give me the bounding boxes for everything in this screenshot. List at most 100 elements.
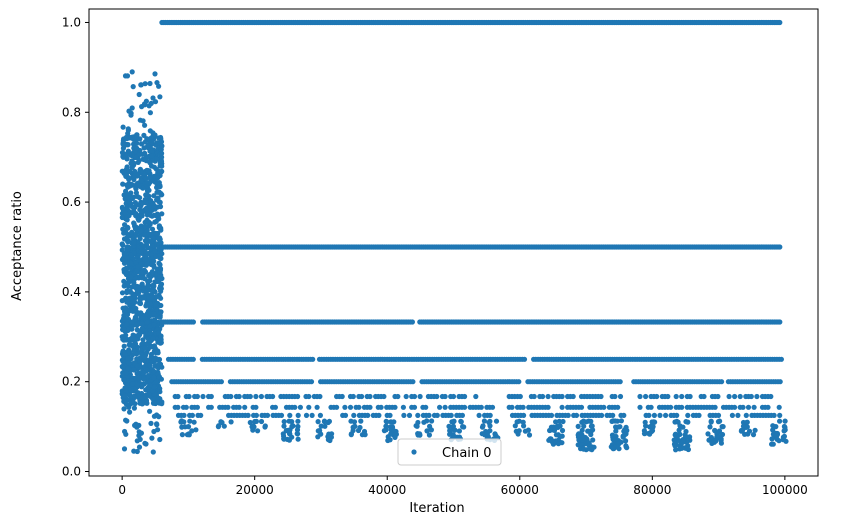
data-point [717, 418, 723, 424]
data-point [148, 351, 155, 357]
data-point [119, 214, 125, 221]
data-point [581, 446, 587, 452]
data-point [125, 224, 131, 230]
data-point [129, 284, 135, 290]
data-point [732, 404, 738, 410]
data-point [129, 381, 136, 387]
data-point [142, 139, 148, 145]
data-point [147, 344, 154, 350]
data-point [150, 396, 156, 402]
data-point [777, 319, 783, 325]
data-point [156, 414, 162, 420]
data-point [158, 158, 165, 164]
data-point [128, 274, 134, 280]
data-point [132, 394, 138, 400]
data-point [133, 321, 139, 328]
data-point [358, 418, 364, 424]
data-point [651, 412, 658, 418]
data-point [770, 427, 776, 433]
data-point [126, 168, 132, 174]
data-point [151, 343, 157, 349]
data-point [615, 424, 622, 430]
data-point [154, 213, 160, 219]
data-point [121, 283, 127, 289]
data-point [590, 437, 596, 443]
data-point [144, 319, 150, 325]
data-point [143, 441, 149, 447]
data-point [194, 404, 200, 410]
data-point [334, 404, 340, 410]
data-point [447, 431, 453, 437]
data-point [218, 379, 224, 385]
data-point [610, 446, 616, 452]
data-point [147, 382, 153, 388]
data-point [715, 412, 722, 418]
data-point [142, 81, 148, 87]
data-point [119, 257, 126, 263]
data-point [247, 419, 253, 426]
data-point [120, 124, 126, 130]
data-point [516, 379, 522, 385]
data-point [157, 314, 163, 320]
data-point [189, 412, 195, 418]
data-point [131, 304, 137, 311]
data-point [642, 430, 648, 436]
data-point [715, 393, 721, 400]
data-point [157, 273, 163, 279]
data-point [159, 251, 165, 257]
data-point [137, 359, 143, 365]
data-point [618, 418, 625, 424]
data-point [342, 412, 349, 418]
data-point [531, 393, 537, 400]
data-point [147, 80, 153, 87]
data-point [120, 226, 126, 232]
data-point [295, 436, 301, 442]
data-point [687, 393, 693, 400]
data-point [287, 412, 293, 418]
data-point [151, 384, 157, 390]
y-tick-label: 0.2 [62, 375, 81, 389]
data-point [140, 118, 146, 124]
data-point [134, 382, 140, 388]
data-point [134, 145, 140, 151]
data-point [701, 393, 707, 400]
data-point [362, 432, 368, 438]
data-point [157, 199, 163, 205]
data-point [381, 428, 387, 434]
data-point [776, 438, 782, 444]
data-point [120, 364, 126, 370]
data-point [157, 204, 164, 210]
y-tick-label: 0.6 [62, 195, 81, 209]
data-point [403, 393, 409, 400]
data-point [136, 91, 142, 98]
data-point [153, 302, 159, 308]
data-point [228, 393, 234, 400]
data-point [138, 82, 144, 88]
data-point [768, 393, 774, 400]
data-point [158, 240, 164, 246]
x-tick-label: 0 [118, 483, 126, 497]
data-point [123, 188, 129, 194]
data-point [136, 332, 142, 338]
data-point [665, 393, 671, 400]
data-point [281, 419, 287, 425]
data-point [250, 427, 256, 433]
data-point [672, 443, 678, 449]
data-point [152, 99, 159, 105]
data-point [451, 419, 457, 425]
axes-frame [88, 8, 819, 477]
data-point [147, 175, 153, 181]
data-point [130, 84, 136, 90]
data-point [480, 423, 486, 429]
data-point [125, 127, 131, 133]
data-point [139, 269, 145, 275]
data-point [122, 142, 128, 148]
data-point [144, 191, 150, 197]
data-point [381, 393, 387, 400]
data-point [526, 432, 533, 438]
data-point [411, 393, 418, 400]
data-point [143, 158, 149, 164]
data-point [150, 95, 156, 101]
